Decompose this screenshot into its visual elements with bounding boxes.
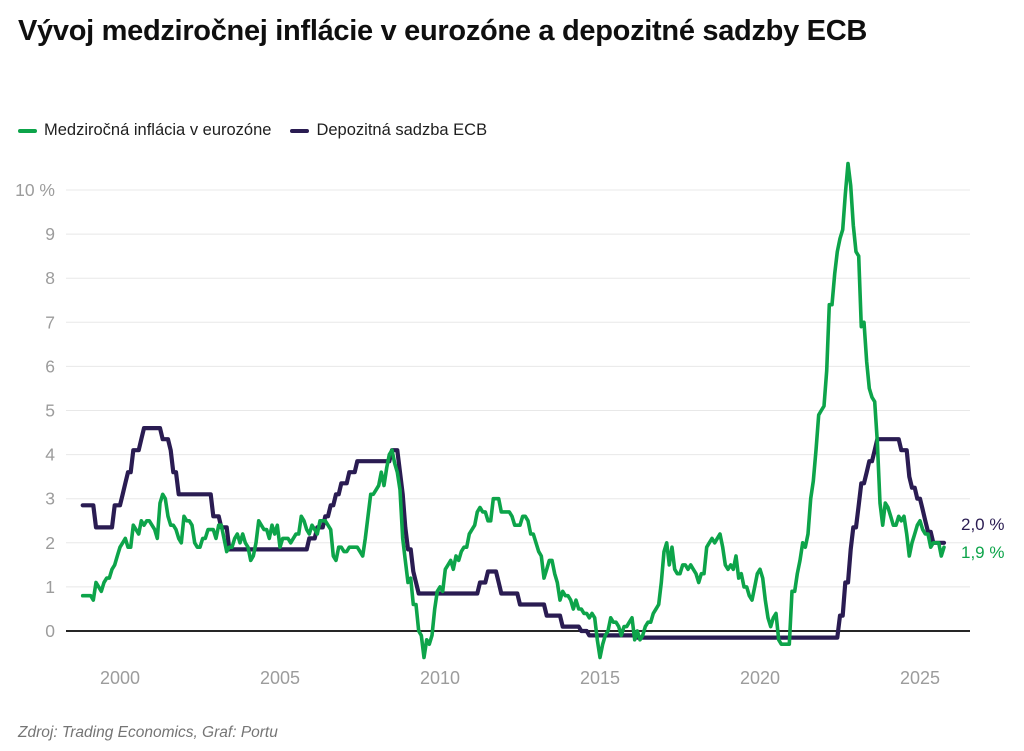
- inflation-line-swatch-icon: [18, 128, 37, 133]
- legend-item-inflation: Medziročná inflácia v eurozóne: [18, 121, 271, 140]
- x-axis-label: 2015: [580, 668, 620, 688]
- inflation-line: [80, 161, 946, 660]
- deposit-line-swatch-icon: [290, 128, 310, 133]
- legend: Medziročná inflácia v eurozóne Depozitná…: [18, 121, 487, 140]
- y-axis-label: 3: [45, 489, 55, 509]
- x-axis-label: 2000: [100, 668, 140, 688]
- deposit-rate-line: [80, 426, 947, 640]
- chart-title: Vývoj medziročnej inflácie v eurozóne a …: [18, 15, 867, 47]
- x-axis-label: 2020: [740, 668, 780, 688]
- y-axis-label: 5: [45, 401, 55, 421]
- inflation-end-label: 1,9 %: [961, 543, 1005, 562]
- y-axis-label: 1: [45, 577, 55, 597]
- y-axis-label: 9: [45, 224, 55, 244]
- y-axis-label: 4: [45, 445, 55, 465]
- y-axis-label: 2: [45, 533, 55, 553]
- x-axis-label: 2005: [260, 668, 300, 688]
- legend-label-inflation: Medziročná inflácia v eurozóne: [44, 121, 272, 139]
- x-axis-label: 2025: [900, 668, 940, 688]
- legend-label-deposit: Depozitná sadzba ECB: [316, 121, 488, 139]
- legend-item-deposit: Depozitná sadzba ECB: [290, 121, 487, 140]
- x-axis-label: 2010: [420, 668, 460, 688]
- y-axis-label: 10 %: [15, 180, 55, 200]
- y-axis-label: 6: [45, 356, 55, 376]
- source-note: Zdroj: Trading Economics, Graf: Portu: [18, 724, 278, 741]
- y-axis-label: 0: [45, 621, 55, 641]
- y-axis-label: 7: [45, 312, 55, 332]
- deposit-end-label: 2,0 %: [961, 515, 1005, 534]
- y-axis-label: 8: [45, 268, 55, 288]
